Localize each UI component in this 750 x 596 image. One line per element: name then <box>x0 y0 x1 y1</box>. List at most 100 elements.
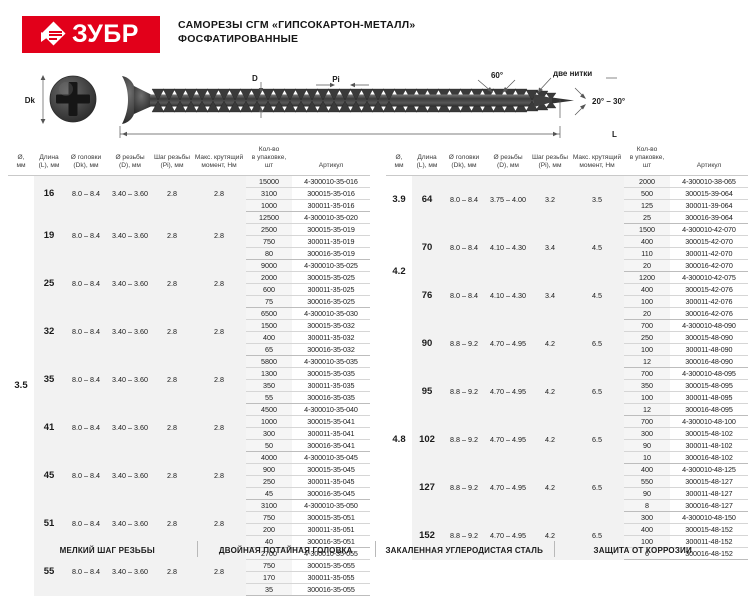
table-row: 127 8.8 – 9.2 4.70 – 4.95 4.2 6.5 400 4-300010… <box>386 463 748 512</box>
table-row: 4.8 90 8.8 – 9.2 4.70 – 4.95 4.2 6.5 700 4-3000… <box>386 319 748 560</box>
page-header: ЗУБР САМОРЕЗЫ СГМ «ГИПСОКАРТОН-МЕТАЛЛ» Ф… <box>0 0 750 58</box>
cell-quantity: 700 <box>624 319 670 332</box>
cell-quantity: 2000 <box>246 271 292 284</box>
cell-pitch: 2.8 <box>152 307 192 356</box>
feature-item: ДВОЙНАЯ ПОТАЙНАЯ ГОЛОВКА <box>196 540 376 557</box>
cell-article: 4-300010-35-040 <box>292 403 370 416</box>
cell-quantity: 4500 <box>246 403 292 416</box>
cell-quantity: 65 <box>246 343 292 356</box>
cell-quantity: 20 <box>624 259 670 272</box>
cell-thread-diameter: 3.40 – 3.60 <box>108 355 152 404</box>
cell-article: 300016-35-041 <box>292 439 370 452</box>
cell-quantity: 400 <box>624 463 670 476</box>
table-row: 45 300016-35-045 <box>8 487 370 500</box>
table-row: 2000 300015-35-025 <box>8 271 370 284</box>
cell-quantity: 900 <box>246 463 292 476</box>
cell-quantity: 550 <box>624 475 670 488</box>
cell-article: 300015-35-045 <box>292 463 370 476</box>
cell-pitch: 4.2 <box>530 367 570 416</box>
cell-article: 4-300010-48-125 <box>670 463 748 476</box>
table-header-row: Ø, мм Длина (L), мм Ø головки (Dk), мм Ø ре… <box>386 143 748 176</box>
cell-pitch: 4.2 <box>530 511 570 560</box>
cell-article: 300015-39-064 <box>670 187 748 200</box>
table-row: 1000 300015-35-041 <box>8 415 370 428</box>
cell-torque: 2.8 <box>192 499 246 548</box>
cell-article: 300011-42-076 <box>670 295 748 308</box>
cell-quantity: 350 <box>624 379 670 392</box>
cell-head-diameter: 8.8 – 9.2 <box>442 463 486 512</box>
table-row: 80 300016-35-019 <box>8 247 370 260</box>
table-row: 750 300015-35-051 <box>8 511 370 524</box>
table-row: 8 300016-48-127 <box>386 499 748 512</box>
cell-article: 300011-42-070 <box>670 247 748 260</box>
table-row: 152 8.8 – 9.2 4.70 – 4.95 4.2 6.5 300 4-300010… <box>386 511 748 560</box>
cell-length: 25 <box>34 259 64 308</box>
cell-thread-diameter: 3.40 – 3.60 <box>108 307 152 356</box>
table-row: 50 300016-35-041 <box>8 439 370 452</box>
cell-quantity: 55 <box>246 391 292 404</box>
cell-thread-diameter: 4.70 – 4.95 <box>486 367 530 416</box>
cell-torque: 6.5 <box>570 319 624 368</box>
cell-head-diameter: 8.8 – 9.2 <box>442 367 486 416</box>
col-head-dia: Ø головки (Dk), мм <box>64 143 108 176</box>
cell-quantity: 200 <box>246 523 292 536</box>
cell-article: 4-300010-35-016 <box>292 175 370 188</box>
cell-article: 4-300010-48-095 <box>670 367 748 380</box>
cell-quantity: 50 <box>246 439 292 452</box>
col-diameter: Ø, мм <box>8 143 34 176</box>
cell-article: 300015-48-152 <box>670 523 748 536</box>
cell-thread-diameter: 3.75 – 4.00 <box>486 175 530 224</box>
cell-head-diameter: 8.0 – 8.4 <box>442 175 486 224</box>
cell-head-diameter: 8.0 – 8.4 <box>64 259 108 308</box>
cell-quantity: 100 <box>624 535 670 548</box>
table-row: 400 300011-35-032 <box>8 331 370 344</box>
cell-quantity: 2700 <box>246 547 292 560</box>
cell-quantity: 3100 <box>246 499 292 512</box>
cell-quantity: 35 <box>246 583 292 596</box>
table-row: 35 8.0 – 8.4 3.40 – 3.60 2.8 2.8 5800 4-300010… <box>8 355 370 404</box>
cell-torque: 2.8 <box>192 307 246 356</box>
table-row: 750 300011-35-019 <box>8 235 370 248</box>
spec-table-right: Ø, мм Длина (L), мм Ø головки (Dk), мм Ø ре… <box>386 143 748 560</box>
cell-article: 300011-35-032 <box>292 331 370 344</box>
cell-quantity: 1300 <box>246 367 292 380</box>
table-row: 76 8.0 – 8.4 4.10 – 4.30 3.4 4.5 1200 4-300010… <box>386 271 748 320</box>
cell-article: 300011-35-041 <box>292 427 370 440</box>
screw-drawing: Dk <box>25 69 625 139</box>
cell-head-diameter: 8.0 – 8.4 <box>64 211 108 260</box>
cell-quantity: 6500 <box>246 307 292 320</box>
col-diameter: Ø, мм <box>386 143 412 176</box>
table-row: 125 300011-39-064 <box>386 199 748 212</box>
cell-pitch: 2.8 <box>152 175 192 212</box>
cell-torque: 2.8 <box>192 403 246 452</box>
cell-quantity: 400 <box>624 235 670 248</box>
cell-article: 300016-35-045 <box>292 487 370 500</box>
cell-quantity: 700 <box>624 367 670 380</box>
cell-torque: 6.5 <box>570 463 624 512</box>
cell-thread-diameter: 3.40 – 3.60 <box>108 451 152 500</box>
table-row: 250 300011-35-045 <box>8 475 370 488</box>
cell-quantity: 300 <box>624 427 670 440</box>
cell-quantity: 80 <box>246 247 292 260</box>
cell-article: 300015-48-090 <box>670 331 748 344</box>
col-qty: Кол-во в упаковке, шт <box>624 143 670 176</box>
cell-article: 300011-48-152 <box>670 535 748 548</box>
cell-quantity: 100 <box>624 343 670 356</box>
cell-article: 4-300010-48-100 <box>670 415 748 428</box>
cell-pitch: 2.8 <box>152 259 192 308</box>
table-row: 45 8.0 – 8.4 3.40 – 3.60 2.8 2.8 4000 4-300010… <box>8 451 370 500</box>
cell-length: 90 <box>412 319 442 368</box>
col-pitch: Шаг резьбы (Pi), мм <box>152 143 192 176</box>
cell-thread-diameter: 4.70 – 4.95 <box>486 319 530 368</box>
cell-quantity: 90 <box>624 487 670 500</box>
cell-head-diameter: 8.8 – 9.2 <box>442 415 486 464</box>
table-row: 51 8.0 – 8.4 3.40 – 3.60 2.8 2.8 3100 4-300010… <box>8 499 370 548</box>
cell-quantity: 350 <box>246 379 292 392</box>
cell-quantity: 400 <box>246 331 292 344</box>
page-title: САМОРЕЗЫ СГМ «ГИПСОКАРТОН-МЕТАЛЛ» ФОСФАТ… <box>178 18 415 46</box>
cell-article: 300015-48-095 <box>670 379 748 392</box>
cell-quantity: 4000 <box>246 451 292 464</box>
table-row: 32 8.0 – 8.4 3.40 – 3.60 2.8 2.8 6500 4-300010… <box>8 307 370 356</box>
cell-head-diameter: 8.0 – 8.4 <box>442 223 486 272</box>
cell-length: 64 <box>412 175 442 224</box>
